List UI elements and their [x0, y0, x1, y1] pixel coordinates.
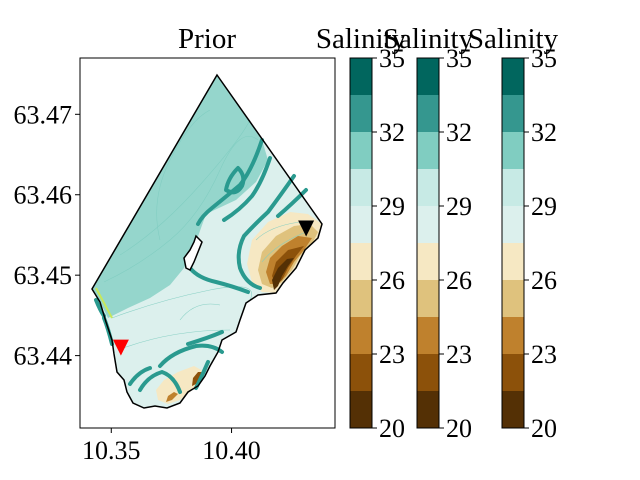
- colorbar-segment: [502, 243, 524, 280]
- contour-line-1: [119, 119, 251, 256]
- thick-contour-mid-1: [236, 174, 296, 290]
- colorbar-frame: [349, 57, 373, 429]
- colorbar-segment: [417, 280, 439, 317]
- colorbar-segment: [502, 206, 524, 243]
- colorbar-label: Salinity: [383, 23, 474, 55]
- colorbar-segment: [502, 95, 524, 132]
- colorbar-label: Salinity: [468, 23, 559, 55]
- colorbar-segment: [417, 354, 439, 391]
- thick-contour-south-2: [158, 343, 224, 368]
- colorbar-segment: [350, 391, 372, 428]
- colorbar-tick-label: 20: [531, 414, 557, 443]
- colorbar-tick-label: 23: [531, 340, 557, 369]
- colorbar-segment: [502, 58, 524, 95]
- x-tick-label: 10.35: [82, 436, 141, 465]
- colorbar-tick-label: 32: [531, 118, 557, 147]
- y-tick-label: 63.47: [14, 100, 73, 129]
- colorbar-segment: [350, 354, 372, 391]
- colorbar-tick-label: 20: [379, 414, 405, 443]
- colorbar-segment: [502, 132, 524, 169]
- contour-line-4: [111, 286, 252, 319]
- thick-contour-south-1: [186, 330, 224, 346]
- colorbar-tick-label: 26: [379, 266, 405, 295]
- colorbar-segment: [417, 317, 439, 354]
- colorbar-segment: [350, 169, 372, 206]
- colorbar-tick-label: 23: [379, 340, 405, 369]
- colorbar-tick-label: 32: [446, 118, 472, 147]
- contour-line-2: [103, 135, 259, 283]
- contour-line-5: [117, 329, 231, 351]
- x-tick-label: 10.40: [202, 436, 261, 465]
- thick-contour-south-3: [138, 370, 182, 394]
- colorbar-segment: [417, 132, 439, 169]
- coastline: [91, 73, 323, 409]
- thick-contour-north-1: [196, 138, 264, 226]
- colorbar-tick-label: 29: [446, 192, 472, 221]
- east-plume-darkest: [272, 258, 294, 290]
- thick-contour-north-loop: [224, 166, 246, 195]
- contour-line-3: [156, 109, 211, 241]
- colorbar-segment: [502, 391, 524, 428]
- colorbar-segment: [350, 132, 372, 169]
- colorbar-tick-label: 35: [446, 44, 472, 73]
- thick-contour-coast-1: [188, 266, 250, 294]
- y-tick-label: 63.44: [14, 342, 73, 371]
- colorbar-segment: [502, 280, 524, 317]
- thick-contours: [94, 138, 308, 394]
- colorbar-segment: [350, 206, 372, 243]
- thick-contour-mid-2: [276, 188, 308, 218]
- colorbar-segment: [502, 317, 524, 354]
- red-triangle-marker: [112, 339, 129, 356]
- thick-contour-north-2: [222, 156, 272, 222]
- colorbar-segment: [417, 391, 439, 428]
- colorbar-segment: [502, 169, 524, 206]
- south-plume-light: [156, 366, 205, 404]
- y-tick-label: 63.45: [14, 261, 73, 290]
- map-axes: 10.35 10.40 63.44 63.45 63.46 63.47 Prior: [14, 23, 336, 465]
- colorbar-tick-label: 26: [446, 266, 472, 295]
- north-region-fill: [92, 75, 268, 318]
- colorbar-segment: [350, 95, 372, 132]
- x-axis-ticks: 10.35 10.40: [82, 428, 261, 465]
- colorbar-segment: [350, 243, 372, 280]
- colorbar-segment: [350, 280, 372, 317]
- colorbar-segment: [350, 317, 372, 354]
- colorbar-segment: [417, 243, 439, 280]
- y-tick-label: 63.46: [14, 181, 73, 210]
- colorbar-segment: [502, 354, 524, 391]
- colorbar-frame: [416, 57, 440, 429]
- chart-title: Prior: [178, 23, 236, 55]
- thick-contour-south-4: [128, 366, 152, 386]
- colorbar-tick-label: 29: [379, 192, 405, 221]
- colorbars: 202326293235Salinity202326293235Salinity…: [316, 23, 559, 443]
- west-coast-highlight: [95, 287, 113, 319]
- colorbar-segment: [417, 206, 439, 243]
- island: [183, 234, 203, 272]
- colorbar-tick-label: 32: [379, 118, 405, 147]
- contour-line-6: [179, 303, 221, 321]
- colorbar-segment: [350, 58, 372, 95]
- contour-line-8: [261, 231, 307, 263]
- thin-contours: [103, 109, 307, 351]
- colorbar-tick-label: 20: [446, 414, 472, 443]
- colorbar-label: Salinity: [316, 23, 407, 55]
- black-triangle-marker: [298, 220, 315, 237]
- colorbar-frame: [501, 57, 525, 429]
- colorbar-tick-label: 35: [531, 44, 557, 73]
- y-axis-ticks: 63.44 63.45 63.46 63.47: [14, 100, 80, 371]
- colorbar-tick-label: 26: [531, 266, 557, 295]
- colorbar-tick-label: 23: [446, 340, 472, 369]
- colorbar-tick-label: 29: [531, 192, 557, 221]
- colorbar-segment: [417, 58, 439, 95]
- colorbar-tick-label: 35: [379, 44, 405, 73]
- colorbar-segment: [417, 95, 439, 132]
- colorbar-segment: [417, 169, 439, 206]
- contour-line-7: [255, 221, 301, 241]
- south-plume-mid: [166, 392, 178, 402]
